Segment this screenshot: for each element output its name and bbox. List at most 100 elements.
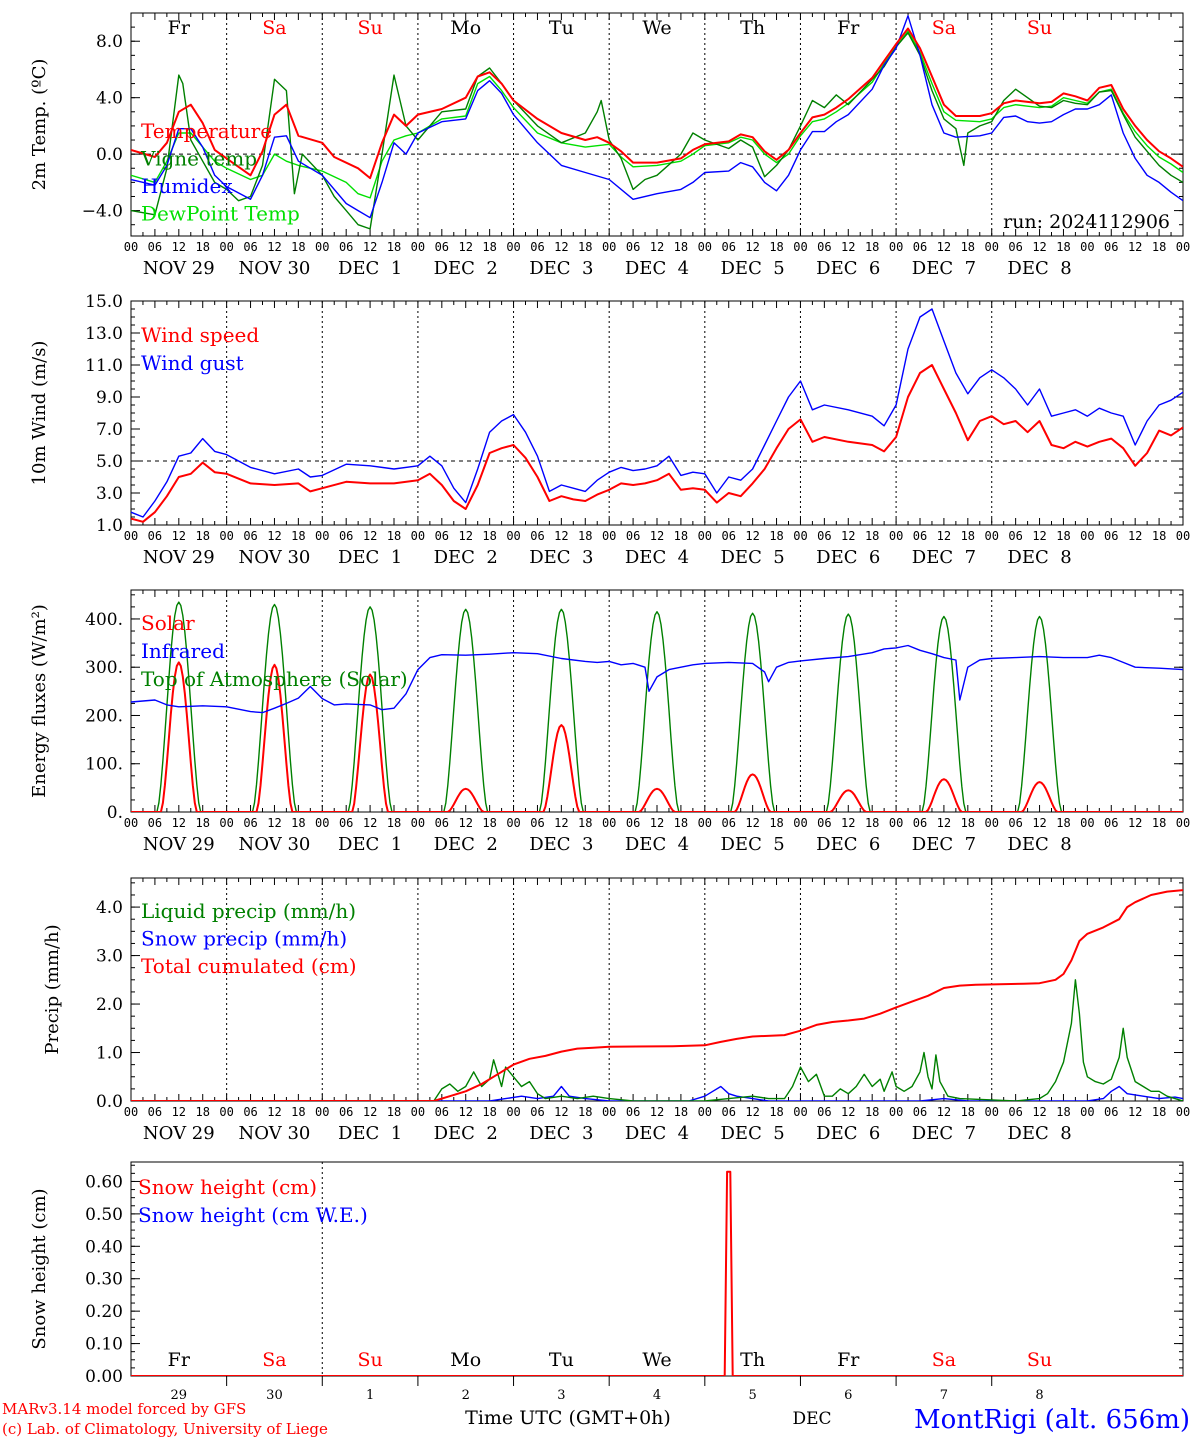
precip-hour-label: 12 (363, 1105, 377, 1119)
precip-hour-label: 18 (769, 1105, 783, 1119)
wind-hour-label: 12 (267, 529, 281, 543)
temp-legend-item: Humidex (141, 174, 233, 198)
temp-legend-item: DewPoint Temp (141, 202, 300, 226)
day-name-top: Sa (932, 17, 956, 39)
energy-hour-label: 18 (674, 816, 688, 830)
day-name-top: Sa (262, 17, 286, 39)
wind-hour-label: 00 (698, 529, 712, 543)
temp-hour-label: 00 (985, 240, 999, 254)
energy-y-tick-label: 0. (107, 803, 123, 823)
wind-hour-label: 18 (1056, 529, 1070, 543)
precip-legend-item: Liquid precip (mm/h) (141, 899, 356, 923)
wind-hour-label: 12 (1128, 529, 1142, 543)
precip-y-tick-label: 1.0 (96, 1044, 123, 1064)
temp-series-humidex (131, 15, 1183, 219)
precip-y-tick-label: 2.0 (96, 995, 123, 1015)
day-name-bottom: Su (1027, 1349, 1052, 1371)
wind-hour-label: 00 (602, 529, 616, 543)
temp-hour-label: 06 (626, 240, 640, 254)
energy-hour-label: 12 (1032, 816, 1046, 830)
precip-hour-label: 18 (1056, 1105, 1070, 1119)
wind-y-tick-label: 3.0 (96, 484, 123, 504)
wind-hour-label: 18 (196, 529, 210, 543)
day-name-bottom: Th (740, 1349, 765, 1371)
day-number: 1 (366, 1388, 374, 1403)
wind-hour-label: 00 (985, 529, 999, 543)
precip-date-label: DEC 7 (912, 1123, 976, 1144)
day-name-bottom: Tu (549, 1349, 574, 1371)
day-number: 2 (462, 1388, 470, 1403)
time-axis-label: Time UTC (GMT+0h) (465, 1407, 671, 1429)
precip-hour-label: 06 (435, 1105, 449, 1119)
precip-hour-label: 18 (196, 1105, 210, 1119)
temp-hour-label: 00 (889, 240, 903, 254)
temp-y-tick-label: 0.0 (96, 145, 123, 165)
energy-hour-label: 12 (841, 816, 855, 830)
precip-date-label: NOV 30 (239, 1123, 311, 1144)
temp-date-label: NOV 29 (143, 258, 215, 279)
wind-hour-label: 00 (315, 529, 329, 543)
energy-hour-label: 18 (482, 816, 496, 830)
energy-y-tick-label: 200. (85, 706, 123, 726)
precip-hour-label: 12 (745, 1105, 759, 1119)
day-name-top: Su (1027, 17, 1052, 39)
energy-hour-label: 12 (172, 816, 186, 830)
wind-hour-label: 18 (291, 529, 305, 543)
energy-hour-label: 00 (1080, 816, 1094, 830)
wind-date-label: DEC 8 (1007, 547, 1071, 568)
precip-hour-label: 06 (913, 1105, 927, 1119)
energy-hour-label: 12 (459, 816, 473, 830)
wind-y-axis-title: 10m Wind (m/s) (29, 341, 50, 486)
temp-hour-label: 18 (387, 240, 401, 254)
temp-legend-item: Vigne temp (140, 147, 257, 171)
temp-hour-label: 00 (411, 240, 425, 254)
wind-date-label: DEC 4 (625, 547, 689, 568)
energy-series-group (131, 601, 1183, 812)
precip-hour-label: 18 (865, 1105, 879, 1119)
wind-hour-label: 12 (172, 529, 186, 543)
wind-hour-label: 12 (459, 529, 473, 543)
energy-hour-label: 06 (148, 816, 162, 830)
energy-series-top-of-atmosphere-solar (131, 601, 1183, 812)
energy-date-label: NOV 29 (143, 834, 215, 855)
energy-hour-label: 00 (698, 816, 712, 830)
precip-date-label: DEC 4 (625, 1123, 689, 1144)
energy-date-label: DEC 6 (816, 834, 880, 855)
temp-y-tick-label: 4.0 (96, 89, 123, 109)
temp-hour-label: 12 (650, 240, 664, 254)
station-name: MontRigi (alt. 656m) (914, 1405, 1190, 1435)
precip-hour-label: 00 (698, 1105, 712, 1119)
model-credit: MARv3.14 model forced by GFS (2, 1400, 246, 1418)
wind-hour-label: 00 (411, 529, 425, 543)
day-number: 6 (844, 1388, 852, 1403)
energy-date-label: DEC 4 (625, 834, 689, 855)
energy-hour-label: 18 (196, 816, 210, 830)
temp-hour-label: 06 (530, 240, 544, 254)
temp-y-axis-title: 2m Temp. (ºC) (29, 59, 50, 191)
temp-hour-label: 18 (196, 240, 210, 254)
day-number: 7 (940, 1388, 948, 1403)
wind-hour-label: 18 (482, 529, 496, 543)
energy-hour-label: 00 (219, 816, 233, 830)
panel-snow: 0.00 0.10 0.20 0.30 0.40 0.50 0.60 Snow height … (29, 1161, 1184, 1403)
precip-date-label: DEC 2 (434, 1123, 498, 1144)
day-name-top: Fr (168, 17, 191, 39)
temp-hour-label: 00 (793, 240, 807, 254)
temp-hour-label: 12 (937, 240, 951, 254)
snow-y-tick-label: 0.00 (85, 1367, 123, 1387)
energy-date-label: DEC 2 (434, 834, 498, 855)
temp-hour-label: 06 (243, 240, 257, 254)
wind-hour-label: 06 (530, 529, 544, 543)
temp-hour-label: 00 (1080, 240, 1094, 254)
day-name-bottom: Sa (262, 1349, 286, 1371)
energy-hour-label: 00 (602, 816, 616, 830)
precip-hour-label: 12 (1128, 1105, 1142, 1119)
wind-hour-label: 00 (124, 529, 138, 543)
temp-date-label: DEC 7 (912, 258, 976, 279)
wind-hour-label: 00 (889, 529, 903, 543)
energy-series-infrared (131, 644, 1183, 714)
precip-y-tick-label: 0.0 (96, 1092, 123, 1112)
precip-hour-label: 00 (124, 1105, 138, 1119)
precip-date-label: DEC 6 (816, 1123, 880, 1144)
